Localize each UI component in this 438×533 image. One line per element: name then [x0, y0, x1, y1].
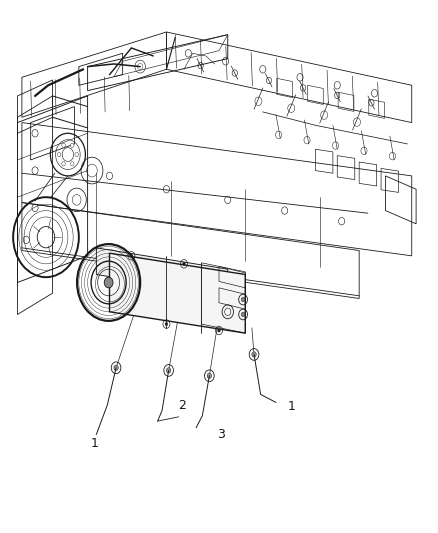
- Circle shape: [241, 297, 245, 302]
- Circle shape: [114, 365, 118, 370]
- Polygon shape: [18, 16, 425, 352]
- Circle shape: [57, 152, 61, 157]
- Text: 1: 1: [287, 400, 295, 413]
- Circle shape: [71, 161, 74, 166]
- Circle shape: [183, 262, 185, 265]
- Circle shape: [207, 373, 212, 378]
- Circle shape: [62, 161, 65, 166]
- Circle shape: [241, 312, 245, 317]
- Polygon shape: [96, 248, 228, 296]
- Circle shape: [165, 322, 168, 326]
- Text: 3: 3: [217, 428, 225, 441]
- Circle shape: [62, 143, 65, 148]
- Circle shape: [104, 277, 113, 288]
- Polygon shape: [110, 253, 245, 333]
- Circle shape: [130, 254, 133, 257]
- Text: 1: 1: [90, 437, 98, 450]
- Circle shape: [252, 352, 256, 357]
- Circle shape: [218, 329, 220, 332]
- Circle shape: [75, 152, 78, 157]
- Circle shape: [166, 368, 171, 373]
- Circle shape: [71, 143, 74, 148]
- Text: 2: 2: [178, 399, 186, 411]
